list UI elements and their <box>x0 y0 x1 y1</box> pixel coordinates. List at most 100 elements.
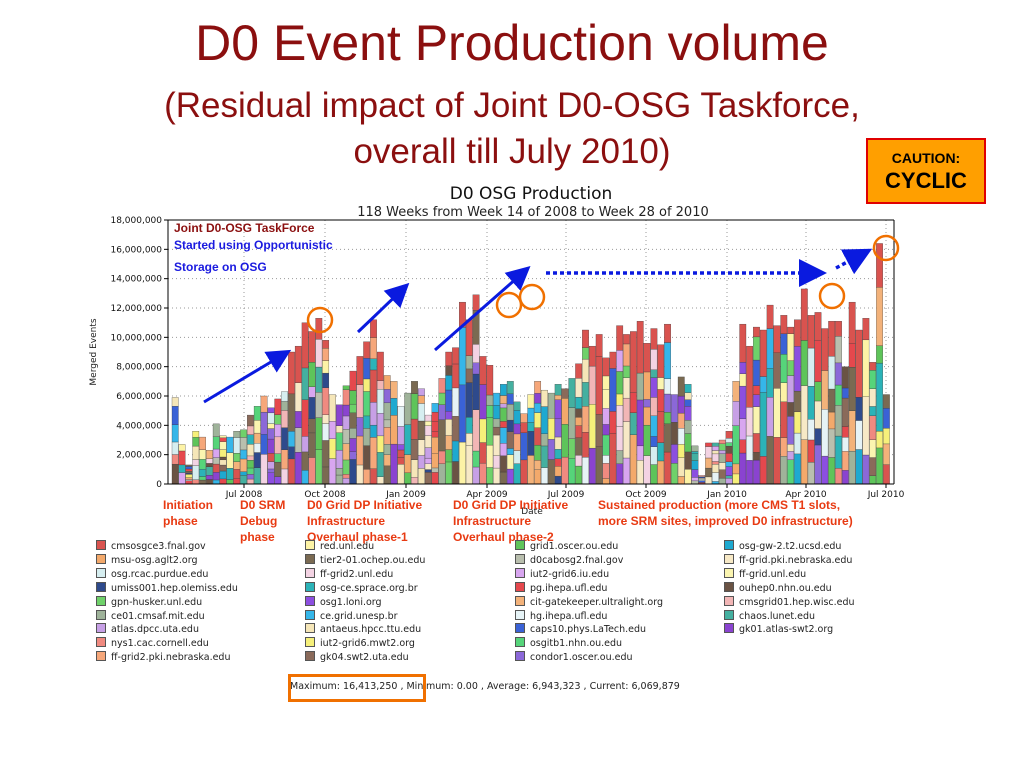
bar-segment <box>506 431 514 449</box>
bar-segment <box>438 392 446 405</box>
bar-segment <box>219 435 227 438</box>
bar <box>479 356 487 485</box>
bar-segment <box>370 369 377 403</box>
bar-segment <box>288 351 295 395</box>
bar-segment <box>411 418 418 440</box>
bar-segment <box>370 337 377 359</box>
bar <box>424 414 432 485</box>
bar-segment <box>335 474 343 485</box>
phase-line: D0 Grid DP Initiative <box>307 498 423 512</box>
bar-segment <box>308 418 316 434</box>
bar-segment <box>787 402 795 417</box>
bar-segment <box>705 446 712 459</box>
bar-segment <box>500 471 507 485</box>
bar-segment <box>390 398 398 416</box>
bar-segment <box>698 479 706 481</box>
peak-circle <box>495 291 523 319</box>
bar-segment <box>684 420 692 434</box>
bar-segment <box>623 421 630 459</box>
legend-label: gk01.atlas-swt2.org <box>739 624 834 636</box>
bar-segment <box>554 475 562 485</box>
bar-segment <box>554 436 562 450</box>
bar <box>623 334 630 485</box>
bar-segment <box>424 425 432 436</box>
bar-segment <box>212 472 220 481</box>
bar-segment <box>664 323 671 343</box>
bar-segment <box>561 398 569 425</box>
bar-segment <box>500 384 507 396</box>
legend-swatch <box>305 623 315 634</box>
bar-segment <box>267 438 275 454</box>
bar-segment <box>342 389 350 406</box>
bar-segment <box>376 435 384 453</box>
phase-line: Infrastructure <box>307 514 386 528</box>
bar-segment <box>609 368 617 412</box>
bar-segment <box>431 431 439 438</box>
legend-label: atlas.dpcc.uta.edu <box>111 624 199 636</box>
legend-item: osg-ce.sprace.org.br <box>305 581 418 594</box>
bar-segment <box>794 319 801 347</box>
bar-segment <box>308 386 316 398</box>
legend-item: pg.ihepa.ufl.edu <box>515 581 607 594</box>
bar <box>349 370 357 485</box>
bar-segment <box>869 457 877 476</box>
bar <box>794 319 801 485</box>
bar-segment <box>575 437 583 456</box>
bar-segment <box>506 454 514 470</box>
bar-segment <box>390 443 398 485</box>
bar-segment <box>185 464 193 467</box>
bar-segment <box>787 333 795 361</box>
bar-segment <box>322 372 330 388</box>
bar-segment <box>787 360 795 376</box>
legend-swatch <box>305 540 315 550</box>
bar-segment <box>616 426 624 451</box>
bar-segment <box>725 461 733 467</box>
bar-segment <box>691 453 699 461</box>
bar <box>404 392 412 485</box>
bar-segment <box>445 389 453 412</box>
legend-item: gpn-husker.unl.edu <box>96 595 202 608</box>
bar-segment <box>527 455 535 485</box>
bar-segment <box>329 394 336 422</box>
bar-segment <box>267 453 275 462</box>
bar-segment <box>534 412 542 428</box>
bar-segment <box>595 356 603 415</box>
bar-segment <box>780 354 788 383</box>
bar-segment <box>315 417 323 450</box>
slide-subtitle-line1: (Residual impact of Joint D0-OSG Taskfor… <box>164 86 860 125</box>
bar-segment <box>718 477 726 485</box>
legend-swatch <box>305 581 315 592</box>
bar-segment <box>267 423 275 429</box>
bar-segment <box>616 350 624 372</box>
bar-segment <box>513 433 521 451</box>
legend-item: osgitb1.nhn.ou.edu <box>515 637 622 649</box>
bar <box>582 329 589 485</box>
bar-segment <box>267 472 275 485</box>
bar-segment <box>602 463 610 479</box>
bar-segment <box>616 371 624 395</box>
legend-swatch <box>96 595 106 606</box>
bar-segment <box>171 424 179 443</box>
bar-segment <box>370 437 377 469</box>
bar <box>725 431 733 485</box>
bar-segment <box>753 394 760 407</box>
bar-segment <box>828 457 836 485</box>
bar-segment <box>260 434 268 455</box>
bar <box>835 321 842 485</box>
bar-segment <box>575 396 583 409</box>
legend-swatch <box>305 609 315 620</box>
bar-segment <box>356 417 364 437</box>
bar-segment <box>240 449 247 460</box>
bar-segment <box>814 340 822 382</box>
legend-label: iut2-grid6.mwt2.org <box>320 638 415 650</box>
bar-segment <box>691 477 699 482</box>
bar-segment <box>602 434 610 456</box>
bar-segment <box>835 321 842 337</box>
bar-segment <box>780 333 788 355</box>
bar-segment <box>520 422 528 433</box>
bar-segment <box>883 428 890 445</box>
bar <box>766 304 774 485</box>
bar-segment <box>445 461 453 485</box>
bar-segment <box>650 464 658 485</box>
slide-subtitle-line2: overall till July 2010) <box>353 132 671 171</box>
